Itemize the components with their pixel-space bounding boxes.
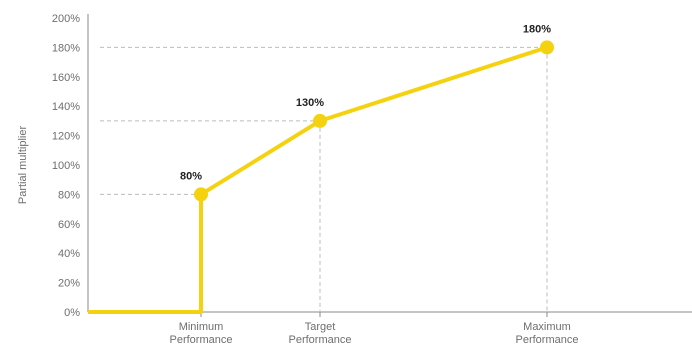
data-point-marker [540,40,554,55]
y-tick-label: 180% [52,42,80,54]
x-tick-labels: MinimumPerformanceTargetPerformanceMaxim… [170,312,579,346]
data-labels: 80% 130% 180% [180,23,551,182]
y-tick-label: 80% [58,189,80,201]
y-axis-label: Partial multiplier [17,126,29,205]
x-tick-label: Performance [289,334,352,346]
x-tick-label: Maximum [523,321,571,333]
data-markers [194,40,554,202]
y-tick-label: 0% [64,307,80,319]
x-tick-label: Performance [516,334,579,346]
reference-lines [100,46,548,312]
y-tick-label: 200% [52,13,80,25]
y-tick-label: 20% [58,278,80,290]
x-tick-label: Target [305,321,336,333]
y-tick-label: 40% [58,248,80,260]
series-line-group [88,45,548,314]
y-tick-label: 100% [52,160,80,172]
y-tick-label: 160% [52,72,80,84]
axes [87,14,692,313]
x-tick-label: Performance [170,334,233,346]
data-label: 130% [296,97,324,109]
series-line [88,45,548,314]
data-label: 80% [180,170,202,182]
y-tick-label: 140% [52,101,80,113]
data-label: 180% [523,23,551,35]
y-tick-label: 120% [52,131,80,143]
data-point-marker [313,113,327,128]
x-tick-label: Minimum [179,321,224,333]
y-tick-labels: 0% 20% 40% 60% 80% 100% 120% 140% 160% 180% 200% [52,13,80,319]
data-point-marker [194,187,208,202]
y-tick-label: 60% [58,219,80,231]
